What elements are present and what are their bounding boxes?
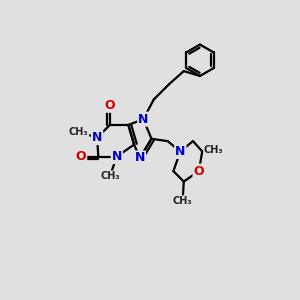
Text: N: N xyxy=(92,131,102,144)
Text: CH₃: CH₃ xyxy=(100,171,120,181)
Text: N: N xyxy=(135,152,145,164)
Text: CH₃: CH₃ xyxy=(204,145,224,155)
Text: CH₃: CH₃ xyxy=(69,127,88,137)
Text: O: O xyxy=(104,99,115,112)
Text: N: N xyxy=(175,145,185,158)
Text: N: N xyxy=(138,113,148,126)
Text: N: N xyxy=(112,150,122,163)
Text: CH₃: CH₃ xyxy=(173,196,192,206)
Text: O: O xyxy=(76,150,86,163)
Text: O: O xyxy=(194,165,204,178)
